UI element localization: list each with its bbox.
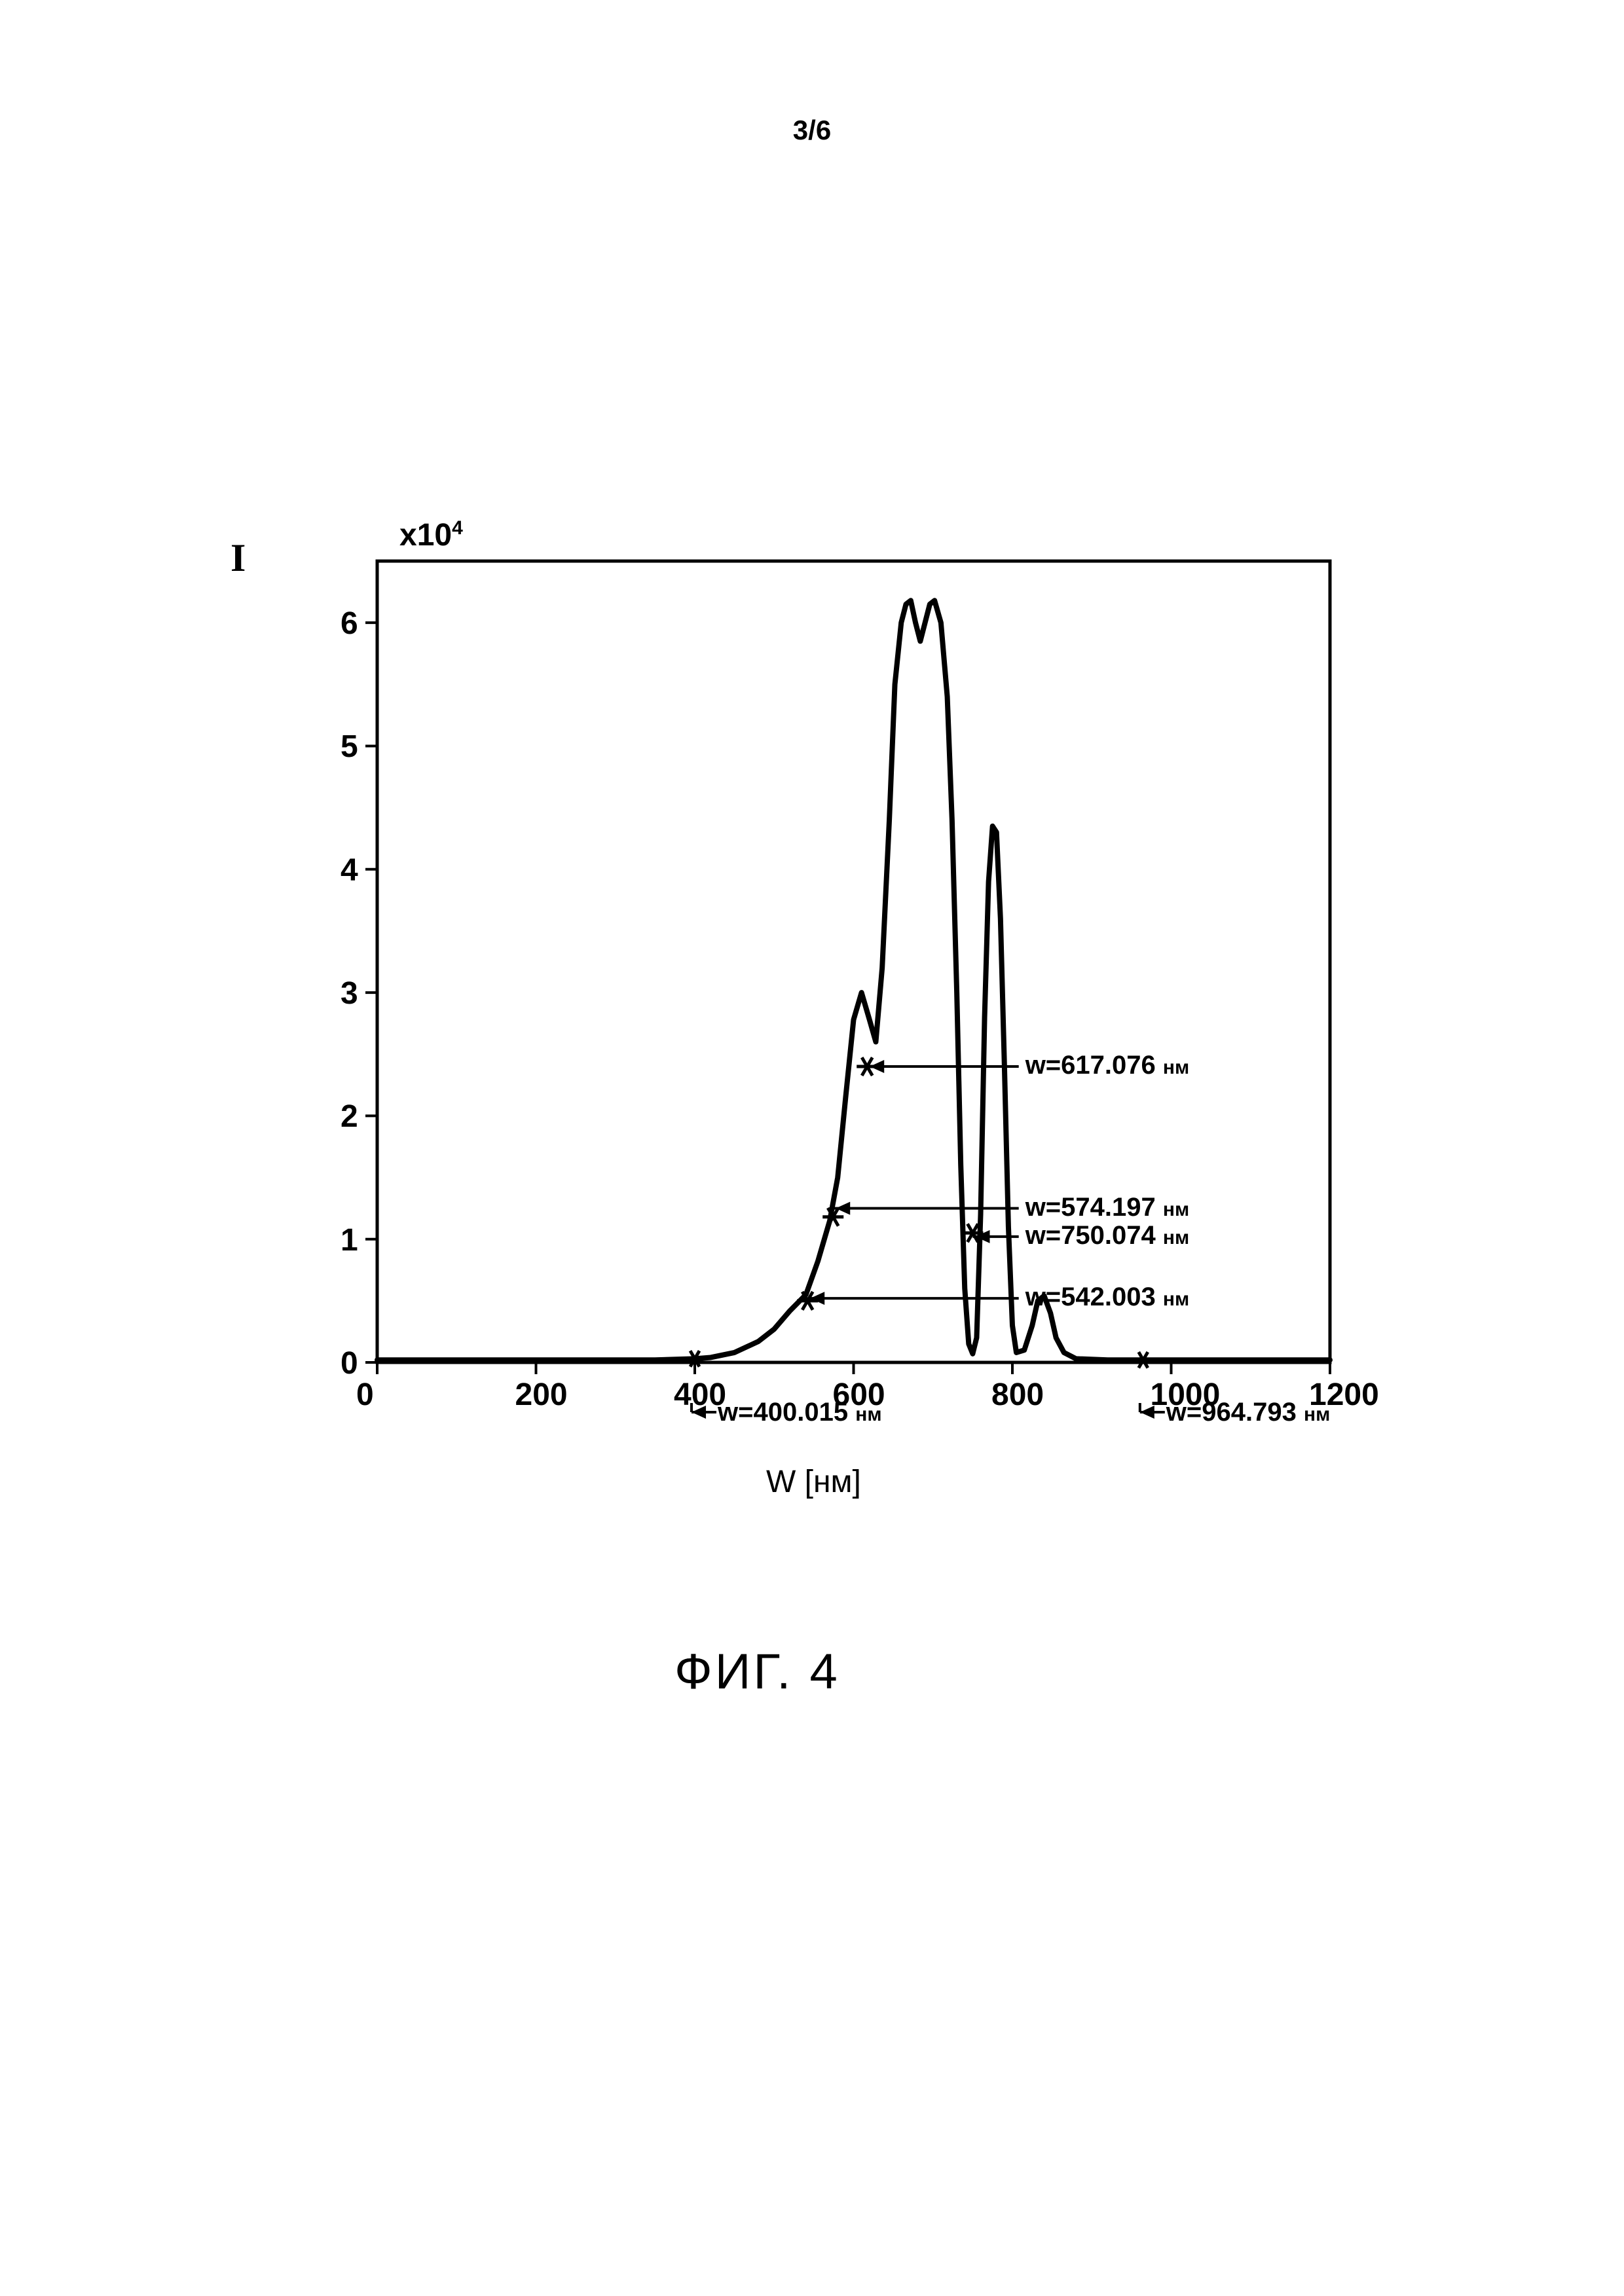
y-tick-label: 0 <box>341 1345 358 1381</box>
y-axis-label: I <box>231 536 246 581</box>
tick-group <box>365 623 1330 1374</box>
page: 3/6 I x104 020040060080010001200 0123456… <box>0 0 1624 2296</box>
y-tick-label: 6 <box>341 606 358 642</box>
chart-container: I x104 020040060080010001200 0123456 w=6… <box>282 504 1342 1499</box>
annotation-label: w=542.003 нм <box>1025 1283 1190 1312</box>
annotation-label: w=617.076 нм <box>1025 1051 1190 1080</box>
figure-caption: ФИГ. 4 <box>674 1643 840 1700</box>
y-tick-label: 2 <box>341 1099 358 1135</box>
plot-svg <box>282 504 1342 1499</box>
y-tick-label: 5 <box>341 729 358 765</box>
annotation-label: w=750.074 нм <box>1025 1221 1190 1250</box>
x-tick-label: 200 <box>515 1377 568 1413</box>
y-tick-label: 3 <box>341 975 358 1011</box>
x-tick-label: 0 <box>356 1377 374 1413</box>
bottom-annotation-label: w=964.793 нм <box>1166 1398 1331 1427</box>
x-axis-label: W [нм] <box>766 1464 861 1500</box>
annotation-label: w=574.197 нм <box>1025 1193 1190 1222</box>
bottom-annotation-label: w=400.015 нм <box>718 1398 882 1427</box>
x-tick-label: 800 <box>991 1377 1044 1413</box>
page-number: 3/6 <box>0 115 1624 146</box>
y-tick-label: 4 <box>341 852 358 888</box>
y-tick-label: 1 <box>341 1222 358 1258</box>
